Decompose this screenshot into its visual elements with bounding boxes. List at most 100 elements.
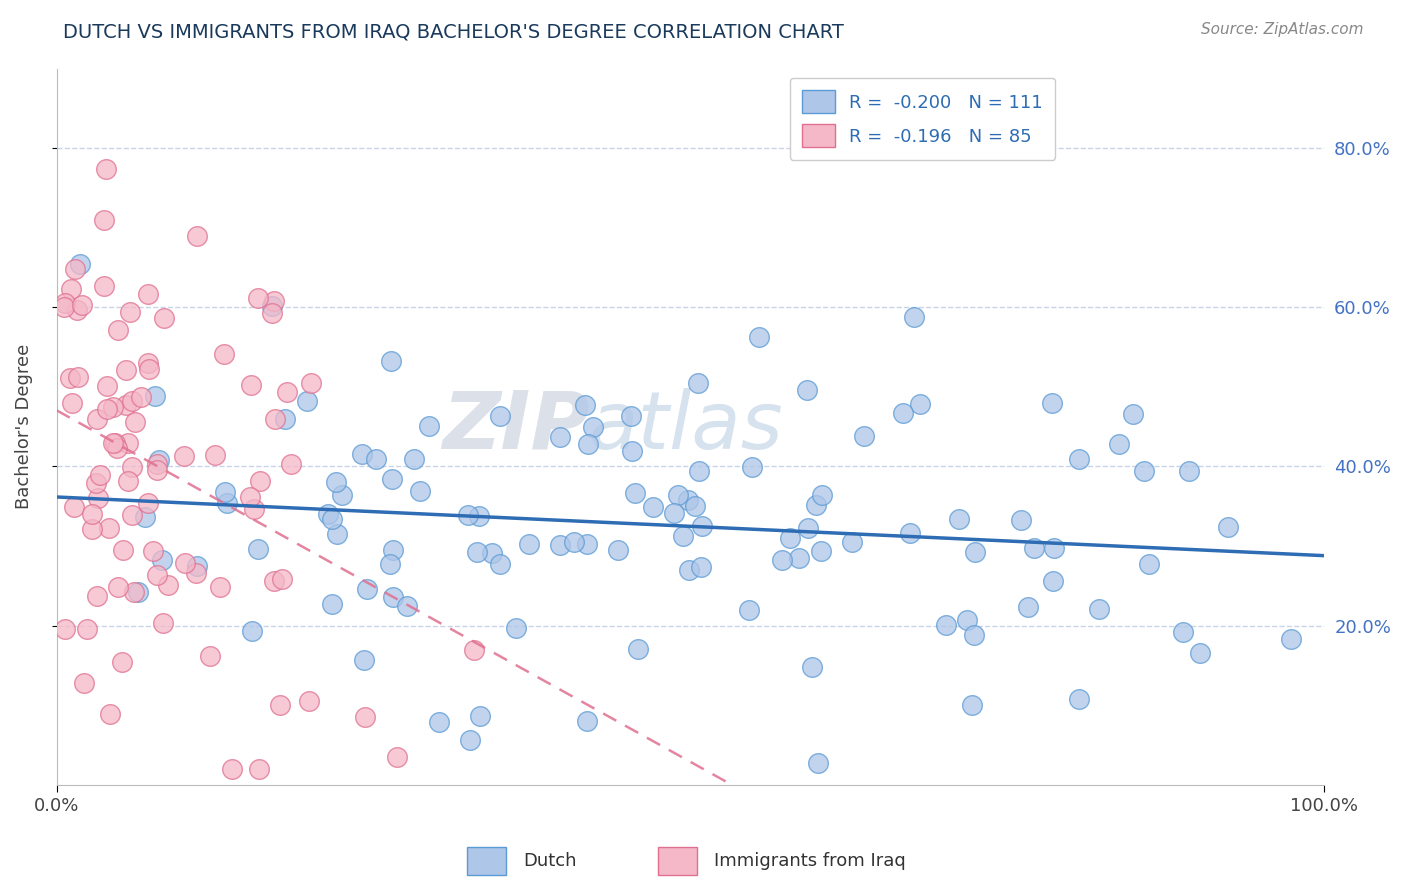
Point <box>418 418 440 433</box>
Point <box>98 521 121 535</box>
Point <box>385 750 408 764</box>
Point <box>963 545 986 559</box>
Point <box>86 589 108 603</box>
Point <box>489 409 512 424</box>
Point <box>73 676 96 690</box>
Point <box>136 287 159 301</box>
Point <box>517 536 540 550</box>
Point <box>1067 451 1090 466</box>
Point <box>806 756 828 770</box>
Point <box>145 567 167 582</box>
Point <box>53 622 76 636</box>
Point <box>378 557 401 571</box>
Point <box>325 527 347 541</box>
Text: ZIP: ZIP <box>441 388 589 466</box>
Point <box>470 709 492 723</box>
Point <box>143 388 166 402</box>
Point <box>841 535 863 549</box>
Point <box>321 512 343 526</box>
Point <box>103 400 125 414</box>
Point <box>249 474 271 488</box>
Point <box>173 449 195 463</box>
Point <box>260 305 283 319</box>
Point <box>1133 464 1156 478</box>
Point <box>270 572 292 586</box>
Point <box>690 519 713 533</box>
Point <box>1279 632 1302 647</box>
Point <box>148 452 170 467</box>
Point <box>69 256 91 270</box>
Point <box>325 475 347 489</box>
Point <box>274 412 297 426</box>
Point <box>260 299 283 313</box>
Point <box>548 430 571 444</box>
Point <box>382 543 405 558</box>
Point <box>796 521 818 535</box>
Point <box>624 485 647 500</box>
Point <box>481 545 503 559</box>
Point <box>86 411 108 425</box>
Point <box>404 451 426 466</box>
Point <box>688 464 710 478</box>
Point <box>200 648 222 663</box>
Point <box>93 279 115 293</box>
Point <box>298 694 321 708</box>
Point <box>120 305 142 319</box>
Point <box>152 616 174 631</box>
Point <box>627 642 650 657</box>
Point <box>204 448 226 462</box>
Point <box>465 545 488 559</box>
Point <box>80 508 103 522</box>
Point <box>1040 395 1063 409</box>
Point <box>246 542 269 557</box>
Text: atlas: atlas <box>589 388 783 466</box>
Point <box>354 710 377 724</box>
Point <box>1139 557 1161 571</box>
Point <box>295 394 318 409</box>
Point <box>124 415 146 429</box>
Point <box>136 496 159 510</box>
Point <box>316 508 339 522</box>
Point <box>239 490 262 504</box>
Point <box>53 295 76 310</box>
Point <box>948 512 970 526</box>
Point <box>582 419 605 434</box>
Point <box>1188 646 1211 660</box>
Point <box>76 622 98 636</box>
Point <box>221 762 243 776</box>
Point <box>184 566 207 580</box>
Point <box>548 538 571 552</box>
Point <box>641 500 664 514</box>
Point <box>366 452 388 467</box>
Point <box>620 409 643 423</box>
Point <box>117 435 139 450</box>
Point <box>382 590 405 604</box>
Point <box>685 500 707 514</box>
Point <box>263 412 285 426</box>
Point <box>127 585 149 599</box>
Point <box>269 698 291 713</box>
Point <box>738 603 761 617</box>
Point <box>1010 513 1032 527</box>
Point <box>247 762 270 776</box>
Point <box>53 300 76 314</box>
Point <box>676 493 699 508</box>
Point <box>239 378 262 392</box>
Point <box>131 390 153 404</box>
Point <box>620 444 643 458</box>
Point <box>381 473 404 487</box>
Point <box>688 376 710 390</box>
Point <box>153 310 176 325</box>
Point <box>395 599 418 613</box>
Point <box>1024 541 1046 555</box>
Point <box>800 660 823 674</box>
Point <box>963 628 986 642</box>
Point <box>121 508 143 522</box>
Point <box>142 544 165 558</box>
Point <box>212 347 235 361</box>
Point <box>121 459 143 474</box>
Point <box>960 698 983 712</box>
Point <box>1173 624 1195 639</box>
Point <box>1042 541 1064 555</box>
Point <box>489 557 512 571</box>
